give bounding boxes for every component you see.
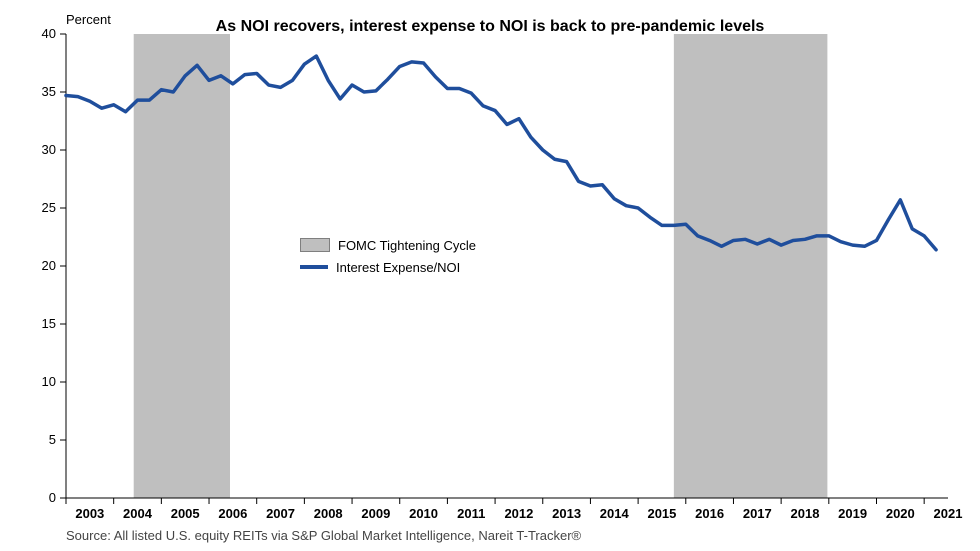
x-tick-label: 2009 [361,506,390,521]
x-tick-label: 2020 [886,506,915,521]
chart-container: As NOI recovers, interest expense to NOI… [0,0,980,551]
legend-item: FOMC Tightening Cycle [300,236,476,254]
x-tick-label: 2021 [934,506,963,521]
x-tick-label: 2011 [457,506,485,521]
x-tick-label: 2014 [600,506,629,521]
y-tick-label: 40 [42,26,56,41]
x-tick-label: 2012 [504,506,533,521]
y-tick-label: 5 [49,432,56,447]
legend-label: FOMC Tightening Cycle [338,238,476,253]
y-tick-label: 20 [42,258,56,273]
x-tick-label: 2016 [695,506,724,521]
x-tick-label: 2019 [838,506,867,521]
x-tick-label: 2013 [552,506,581,521]
legend-swatch-box [300,238,330,252]
y-tick-label: 30 [42,142,56,157]
x-tick-label: 2015 [647,506,676,521]
x-tick-label: 2006 [218,506,247,521]
x-tick-label: 2007 [266,506,295,521]
y-tick-label: 25 [42,200,56,215]
x-tick-label: 2005 [171,506,200,521]
y-tick-label: 0 [49,490,56,505]
source-note: Source: All listed U.S. equity REITs via… [66,528,581,543]
legend-item: Interest Expense/NOI [300,258,476,276]
fomc-shaded-region [674,34,828,498]
chart-svg [0,0,980,551]
x-tick-label: 2010 [409,506,438,521]
x-tick-label: 2008 [314,506,343,521]
x-tick-label: 2003 [75,506,104,521]
x-tick-label: 2018 [791,506,820,521]
legend-swatch-line [300,265,328,269]
y-tick-label: 15 [42,316,56,331]
legend: FOMC Tightening Cycle Interest Expense/NO… [300,236,476,280]
y-tick-label: 35 [42,84,56,99]
legend-label: Interest Expense/NOI [336,260,460,275]
x-tick-label: 2017 [743,506,772,521]
y-tick-label: 10 [42,374,56,389]
fomc-shaded-region [134,34,230,498]
x-tick-label: 2004 [123,506,152,521]
